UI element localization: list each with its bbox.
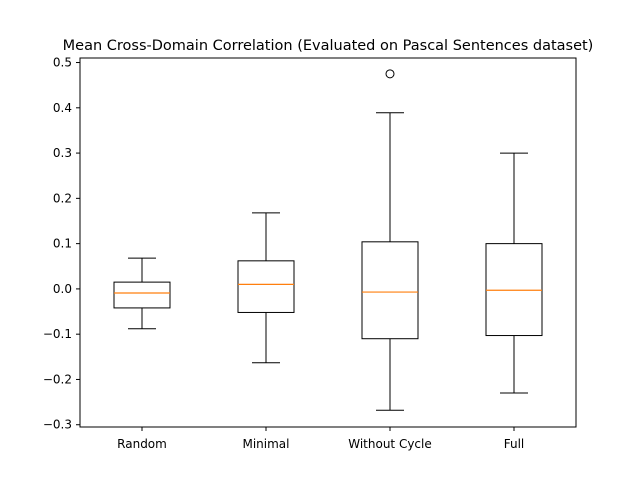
box-group — [485, 152, 543, 394]
x-tick-label: Without Cycle — [348, 437, 432, 451]
outlier-point — [385, 69, 395, 79]
tick-labels: Random Minimal Without Cycle Full −0.3 −0.2 −0… — [43, 56, 524, 451]
plot-frame — [79, 57, 577, 428]
x-tick-label: Random — [117, 437, 167, 451]
box-group — [113, 257, 171, 330]
y-tick-label: 0.4 — [53, 101, 72, 115]
y-tick-label: 0.3 — [53, 146, 72, 160]
y-tick-label: 0.1 — [53, 237, 72, 251]
iqr-box — [361, 241, 419, 340]
x-tick-label: Full — [504, 437, 525, 451]
plot-area — [113, 69, 543, 411]
box-group — [237, 212, 295, 364]
axis-ticks — [76, 62, 515, 431]
iqr-box — [113, 281, 171, 309]
y-tick-label: 0.5 — [53, 56, 72, 70]
box-group — [361, 69, 419, 411]
y-tick-label: 0.2 — [53, 191, 72, 205]
x-tick-label: Minimal — [242, 437, 289, 451]
iqr-box — [485, 243, 543, 337]
chart-title: Mean Cross-Domain Correlation (Evaluated… — [63, 38, 594, 54]
y-tick-label: −0.2 — [43, 372, 72, 386]
y-tick-label: 0.0 — [53, 282, 72, 296]
y-tick-label: −0.1 — [43, 327, 72, 341]
iqr-box — [237, 260, 295, 313]
y-tick-label: −0.3 — [43, 418, 72, 432]
